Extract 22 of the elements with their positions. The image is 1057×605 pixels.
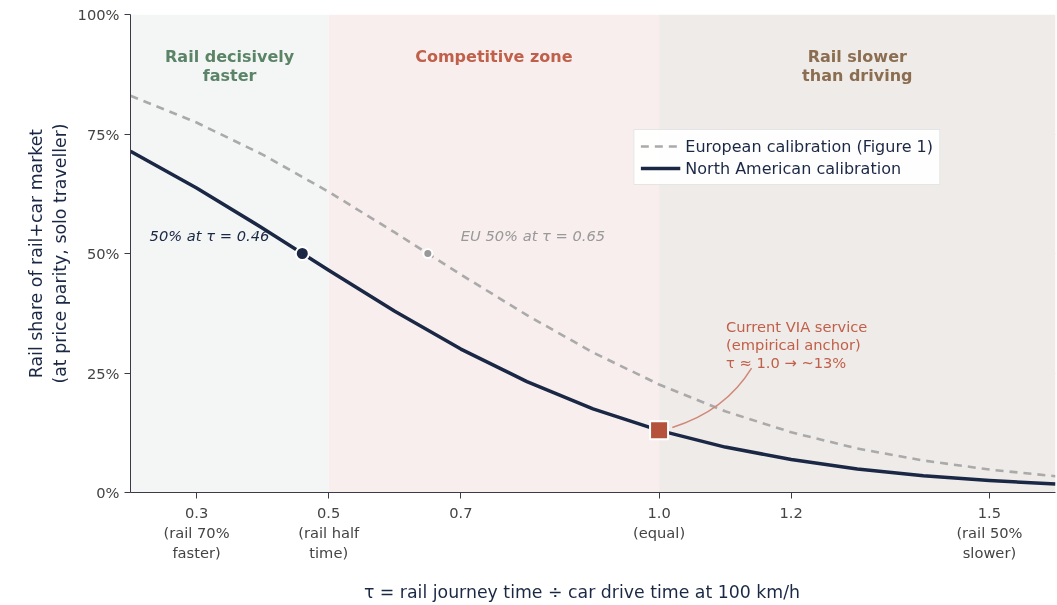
legend-label: European calibration (Figure 1) [685,136,933,156]
annotation: EU 50% at τ = 0.65 [460,227,606,244]
y-tick-label: 100% [77,6,120,23]
y-axis-title: Rail share of rail+car market (at price parity, solo traveller) [25,123,70,384]
annotation: 50% at τ = 0.46 [149,227,270,244]
x-tick-label: 0.5 (rail half time) [298,503,361,562]
band-label: Competitive zone [415,46,573,66]
x-tick-label: 1.2 [779,503,803,521]
legend-label: North American calibration [685,158,902,178]
y-tick-label: 0% [96,484,120,501]
y-tick-label: 25% [86,364,120,382]
y-tick-label: 50% [86,245,120,262]
y-tick-label: 75% [86,125,120,143]
line-series [130,94,1056,478]
band-label: Rail decisively faster [165,46,295,85]
x-tick-label: 1.5 (rail 50% slower) [956,503,1023,562]
annotation: Current VIA service (empirical anchor) τ ≈ 1.0 → ~13% [726,318,868,372]
x-tick-label: 1.0 (equal) [633,503,686,541]
x-tick-label: 0.3 (rail 70% faster) [163,503,230,562]
x-axis-title: τ = rail journey time ÷ car drive time at 100 km/h [363,582,801,603]
band-label: Rail slower than driving [802,46,913,85]
x-tick-label: 0.7 [449,503,473,521]
